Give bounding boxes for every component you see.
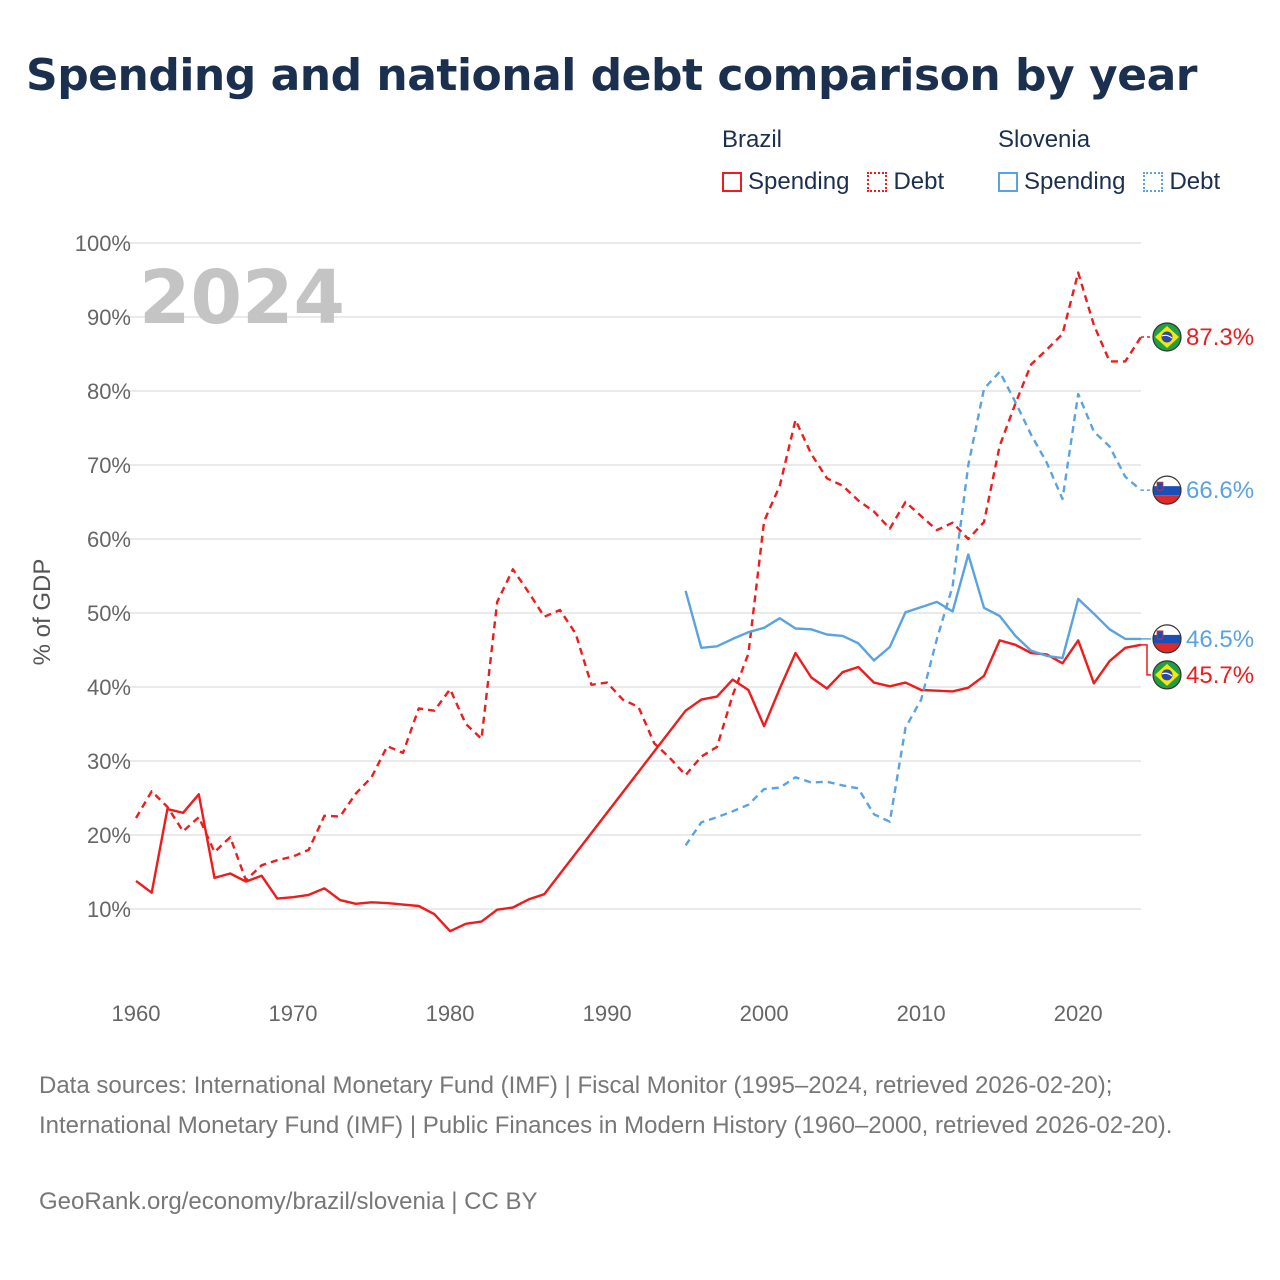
x-tick-label: 1960 (112, 1001, 161, 1026)
legend-swatch-solid (722, 172, 742, 192)
series-line-brazil-spending[interactable] (135, 639, 1142, 933)
legend-slovenia-spending[interactable]: Spending (998, 168, 1125, 196)
legend-slovenia-title: Slovenia (998, 126, 1091, 153)
series (134, 271, 1143, 933)
x-tick-label: 2020 (1054, 1001, 1103, 1026)
end-label-brazil-spending: 45.7% (1186, 662, 1254, 689)
legend-swatch-dotted (1143, 172, 1164, 192)
end-label-brazil-debt: 87.3% (1186, 324, 1254, 351)
legend-label: Spending (1024, 168, 1126, 195)
x-tick-label: 1980 (426, 1001, 475, 1026)
legend-swatch-dotted (867, 172, 888, 192)
data-sources: Data sources: International Monetary Fun… (39, 1072, 1173, 1139)
legend-brazil: Brazil Spending Debt (722, 126, 962, 196)
legend-brazil-title: Brazil (722, 126, 783, 153)
y-tick-label: 40% (87, 675, 131, 700)
series-line-slovenia-debt[interactable] (684, 370, 1142, 847)
credit-link[interactable]: GeoRank.org/economy/brazil/slovenia | CC… (39, 1188, 538, 1215)
legend-brazil-spending[interactable]: Spending (722, 168, 849, 196)
year-watermark: 2024 (139, 255, 345, 341)
legend-label: Debt (1169, 168, 1221, 195)
axes: 10% 20% 30% 40% 50% 60% 70% 80% 90% 100% 1960 1970 1… (75, 231, 1103, 1026)
legend-label: Debt (893, 168, 945, 195)
y-tick-label: 20% (87, 823, 131, 848)
y-tick-label: 70% (87, 453, 131, 478)
chart-title: Spending and national debt comparison by… (26, 50, 1197, 101)
slovenia-flag-icon (1152, 475, 1182, 505)
y-tick-label: 50% (87, 601, 131, 626)
brazil-flag-icon (1152, 660, 1182, 690)
y-tick-label: 30% (87, 749, 131, 774)
legend-slovenia-debt[interactable]: Debt (1143, 168, 1220, 196)
legend-swatch-solid (998, 172, 1018, 192)
end-label-slovenia-spending: 46.5% (1186, 626, 1254, 653)
legend-slovenia: Slovenia Spending Debt (998, 126, 1238, 196)
x-tick-label: 2010 (897, 1001, 946, 1026)
line-chart: 10% 20% 30% 40% 50% 60% 70% 80% 90% 100% 1960 1970 1… (29, 231, 1254, 1026)
series-line-brazil-debt[interactable] (134, 271, 1143, 882)
legend-brazil-debt[interactable]: Debt (867, 168, 944, 196)
end-label-slovenia-debt: 66.6% (1186, 477, 1254, 504)
brazil-flag-icon (1152, 322, 1182, 352)
y-tick-label: 60% (87, 527, 131, 552)
end-connector (1141, 644, 1151, 676)
grid (128, 242, 1141, 910)
x-tick-label: 1970 (269, 1001, 318, 1026)
slovenia-flag-icon (1152, 624, 1182, 654)
y-tick-label: 100% (75, 231, 131, 256)
end-labels: 87.3% 66.6% 46.5% 45.7% (1141, 322, 1254, 690)
x-tick-label: 1990 (583, 1001, 632, 1026)
y-tick-label: 90% (87, 305, 131, 330)
legend-label: Spending (748, 168, 850, 195)
y-tick-label: 10% (87, 897, 131, 922)
y-tick-label: 80% (87, 379, 131, 404)
series-line-slovenia-spending[interactable] (684, 553, 1141, 662)
y-axis-label: % of GDP (29, 559, 56, 666)
x-tick-label: 2000 (740, 1001, 789, 1026)
